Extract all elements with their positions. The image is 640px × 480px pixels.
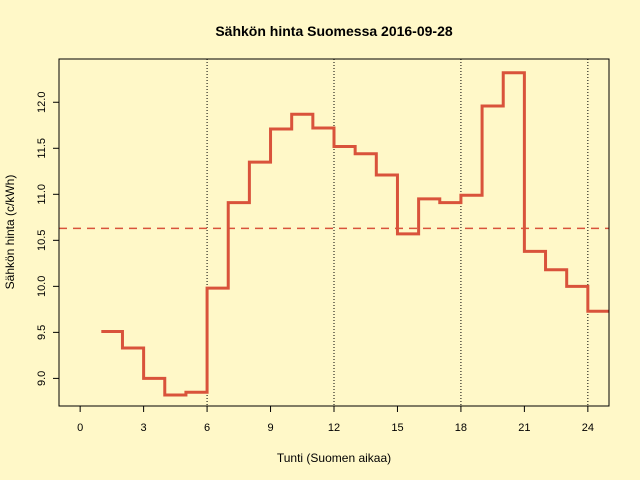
- y-tick-label: 9.0: [36, 371, 48, 386]
- x-axis: 0 3 6 9 12 15 18 21 24: [77, 405, 594, 434]
- x-tick-label: 24: [582, 422, 594, 434]
- y-axis-label: Sähkön hinta (c/kWh): [3, 175, 17, 290]
- x-tick-label: 0: [77, 422, 83, 434]
- x-tick-label: 3: [141, 422, 147, 434]
- series-line: [101, 71, 609, 397]
- y-tick-label: 11.0: [36, 184, 48, 205]
- x-tick-label: 6: [204, 422, 210, 434]
- y-tick-label: 9.5: [36, 325, 48, 340]
- x-tick-label: 15: [391, 422, 403, 434]
- x-axis-label: Tunti (Suomen aikaa): [277, 451, 391, 465]
- vertical-reference-lines: [206, 59, 589, 406]
- x-tick-label: 9: [267, 422, 273, 434]
- y-tick-label: 10.5: [36, 230, 48, 251]
- x-tick-label: 18: [455, 422, 467, 434]
- y-tick-label: 11.5: [36, 138, 48, 159]
- x-tick-label: 12: [328, 422, 340, 434]
- y-axis: 9.0 9.5 10.0 10.5 11.0 11.5 12.0: [36, 92, 60, 386]
- chart-title: Sähkön hinta Suomessa 2016-09-28: [215, 23, 453, 39]
- y-tick-label: 10.0: [36, 276, 48, 297]
- y-tick-label: 12.0: [36, 92, 48, 113]
- x-tick-label: 21: [518, 422, 530, 434]
